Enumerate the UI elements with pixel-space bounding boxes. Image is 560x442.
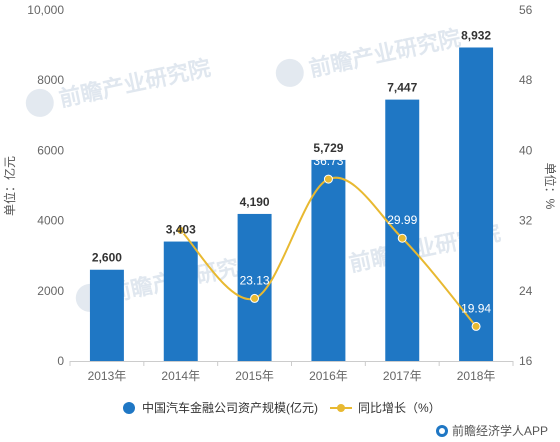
- legend-line-dot-icon: [337, 404, 345, 412]
- legend: 中国汽车金融公司资产规模(亿元) 同比增长（%）: [123, 400, 441, 415]
- bar-value-label: 5,729: [313, 141, 343, 155]
- y-tick-label: 4000: [37, 214, 64, 228]
- bar-value-label: 8,932: [461, 28, 491, 42]
- y-tick-label: 6000: [37, 143, 64, 157]
- y-tick-label: 8000: [37, 73, 64, 87]
- line-value-label: 29.99: [387, 213, 417, 227]
- line-point: [397, 233, 407, 243]
- bar: [311, 159, 346, 361]
- y-tick-label: 2000: [37, 284, 64, 298]
- line-data-labels: 23.13 36.73 29.99 19.94: [240, 154, 492, 315]
- y2-tick-label: 24: [519, 284, 533, 298]
- brand-text: 前瞻经济学人APP: [452, 423, 548, 438]
- bar: [459, 47, 494, 361]
- y-axis-ticks: 0 2000 4000 6000 8000 10,000: [27, 3, 64, 368]
- x-tick-label: 2018年: [457, 369, 496, 383]
- y2-tick-label: 48: [519, 73, 533, 87]
- bar: [163, 241, 198, 361]
- bar-series: [89, 47, 494, 362]
- x-tick-label: 2013年: [88, 369, 127, 383]
- y-axis-title: 单位：亿元: [2, 156, 17, 216]
- bar-data-labels: 2,600 3,403 4,190 5,729 7,447 8,932: [92, 28, 492, 264]
- watermark-text: 前瞻产业研究院: [307, 25, 463, 81]
- watermark-text: 前瞻产业研究院: [57, 55, 213, 111]
- y2-axis-ticks: 16 24 32 40 48 56: [519, 3, 533, 368]
- legend-bar-marker-icon: [123, 402, 135, 414]
- y-tick-label: 10,000: [27, 3, 64, 17]
- x-tick-label: 2016年: [309, 369, 348, 383]
- x-tick-label: 2017年: [383, 369, 422, 383]
- bar: [385, 99, 420, 362]
- line-value-label: 36.73: [313, 154, 343, 168]
- y2-tick-label: 16: [519, 354, 533, 368]
- bar: [89, 269, 124, 361]
- y2-axis-title: 单位：%: [543, 163, 558, 210]
- line-value-label: 19.94: [461, 301, 491, 315]
- line-point: [176, 225, 186, 235]
- bar-value-label: 7,447: [387, 81, 417, 95]
- x-tick-label: 2015年: [235, 369, 274, 383]
- line-point: [471, 321, 481, 331]
- y2-tick-label: 32: [519, 214, 533, 228]
- y-tick-label: 0: [57, 354, 64, 368]
- y2-tick-label: 56: [519, 3, 533, 17]
- line-point: [250, 293, 260, 303]
- bar-value-label: 4,190: [240, 195, 270, 209]
- x-axis: 2013年 2014年 2015年 2016年 2017年 2018年: [69, 361, 514, 383]
- watermark-logo-icon: [275, 58, 304, 87]
- bar-value-label: 3,403: [166, 223, 196, 237]
- x-tick-label: 2014年: [161, 369, 200, 383]
- footer-brand: 前瞻经济学人APP: [436, 423, 548, 438]
- legend-bar-label: 中国汽车金融公司资产规模(亿元): [142, 400, 318, 415]
- line-value-label: 23.13: [240, 273, 270, 287]
- legend-line-label: 同比增长（%）: [358, 401, 441, 415]
- y2-tick-label: 40: [519, 143, 533, 157]
- bar-value-label: 2,600: [92, 251, 122, 265]
- line-point: [323, 174, 333, 184]
- line-series: [176, 174, 481, 331]
- watermark-logo-icon: [25, 88, 54, 117]
